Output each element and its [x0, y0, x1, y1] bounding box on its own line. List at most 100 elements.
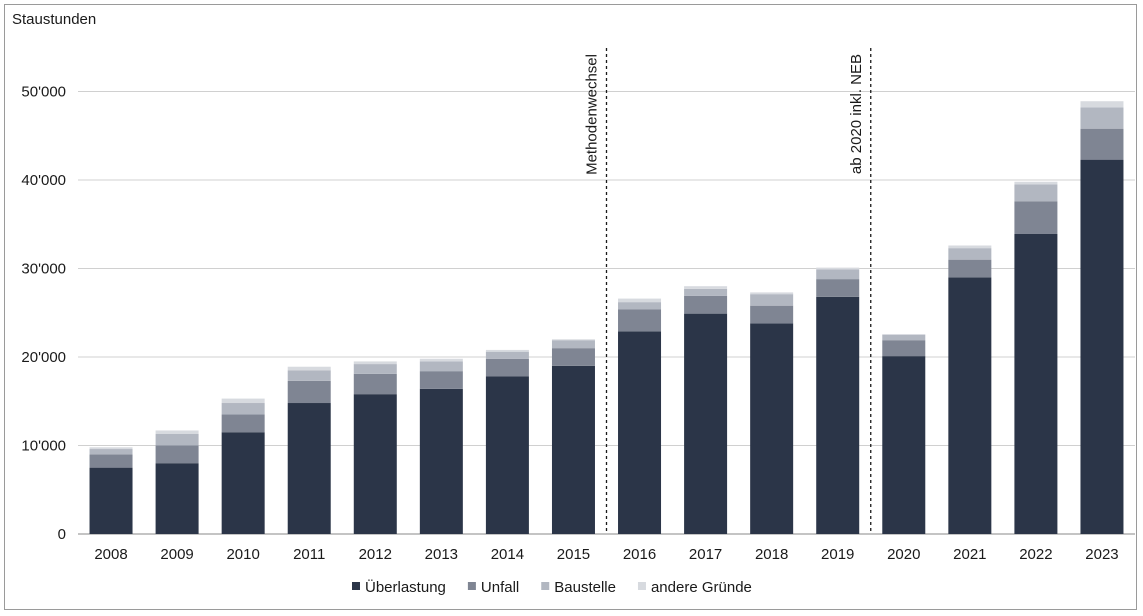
bar-segment [816, 267, 860, 270]
bar-segment [948, 248, 992, 260]
bar-segment [750, 294, 794, 306]
bar-segment [618, 309, 662, 332]
x-tick-label: 2009 [160, 546, 193, 563]
bar-segment [948, 245, 992, 249]
y-tick-label: 40'000 [21, 172, 66, 189]
bar-segment [485, 376, 529, 534]
bar-segment [419, 371, 463, 389]
x-tick-label: 2008 [94, 546, 127, 563]
bar-segment [1080, 107, 1124, 129]
bar-stack-2013 [419, 358, 463, 534]
legend-item: andere Gründe [637, 579, 752, 596]
legend-swatch [637, 582, 646, 590]
bar-segment [816, 279, 860, 297]
bar-segment [750, 323, 794, 534]
x-tick-label: 2016 [623, 546, 656, 563]
bar-segment [221, 414, 265, 433]
bar-segment [221, 432, 265, 534]
legend: Überlastung Unfall Baustelle andere Gründe [352, 578, 752, 596]
bar-segment [1080, 101, 1124, 108]
bar-segment [353, 394, 397, 534]
bar-stack-2015 [551, 339, 595, 534]
x-tick-label: 2021 [953, 546, 986, 563]
bar-stack-2014 [485, 349, 529, 534]
bars [89, 101, 1124, 535]
bar-stack-2017 [684, 286, 728, 534]
annotation-label: ab 2020 inkl. NEB [848, 54, 865, 174]
bar-segment [948, 259, 992, 278]
x-tick-label: 2013 [425, 546, 458, 563]
bar-segment [1014, 201, 1058, 234]
bar-segment [1014, 181, 1058, 185]
x-tick-label: 2022 [1019, 546, 1052, 563]
x-tick-label: 2012 [359, 546, 392, 563]
legend-swatch [467, 582, 476, 590]
x-tick-label: 2017 [689, 546, 722, 563]
x-tick-label: 2014 [491, 546, 524, 563]
x-tick-label: 2020 [887, 546, 920, 563]
y-tick-label: 30'000 [21, 261, 66, 278]
bar-segment [882, 356, 926, 534]
bar-segment [89, 467, 133, 534]
x-tick-labels: 2008 2009 2010 2011 2012 2013 2014 2015 2016 2017… [94, 546, 1118, 563]
bar-stack-2010 [221, 398, 265, 534]
bar-segment [287, 370, 331, 381]
x-tick-label: 2011 [293, 546, 325, 563]
bar-segment [618, 331, 662, 534]
bar-segment [353, 361, 397, 365]
bar-segment [221, 403, 265, 415]
x-tick-label: 2023 [1085, 546, 1118, 563]
bar-segment [948, 277, 992, 534]
bar-segment [1080, 159, 1124, 534]
bar-stack-2023 [1080, 101, 1124, 534]
legend-item: Überlastung [352, 578, 446, 596]
bar-segment [485, 349, 529, 352]
y-tick-label: 20'000 [21, 349, 66, 366]
bar-stack-2012 [353, 361, 397, 534]
bar-stack-2022 [1014, 181, 1058, 535]
bar-segment [89, 447, 133, 450]
bar-stack-2008 [89, 447, 133, 534]
y-axis-title: Staustunden [12, 11, 96, 28]
bar-segment [551, 365, 595, 534]
bar-segment [89, 454, 133, 468]
annotations: Methodenwechsel ab 2020 inkl. NEB [584, 48, 872, 534]
bar-segment [419, 388, 463, 534]
y-tick-label: 0 [58, 526, 66, 543]
bar-stack-2016 [618, 298, 662, 534]
x-tick-label: 2018 [755, 546, 788, 563]
annotation-label: Methodenwechsel [584, 54, 601, 175]
bar-segment [485, 351, 529, 359]
bar-segment [287, 380, 331, 404]
bar-segment [1014, 233, 1058, 535]
bar-segment [750, 292, 794, 295]
bar-segment [684, 313, 728, 534]
bar-segment [89, 449, 133, 455]
legend-swatch [541, 582, 550, 590]
bar-segment [551, 339, 595, 341]
bar-segment [353, 373, 397, 395]
bar-segment [353, 364, 397, 374]
bar-segment [155, 463, 199, 534]
bar-stack-2018 [750, 292, 794, 534]
bar-segment [882, 333, 926, 335]
x-tick-label: 2010 [226, 546, 259, 563]
legend-label: andere Gründe [651, 579, 752, 596]
bar-segment [485, 358, 529, 377]
bar-segment [419, 361, 463, 372]
bar-stack-2019 [816, 267, 860, 534]
bar-segment [618, 298, 662, 303]
bar-stack-2020 [882, 333, 926, 534]
bar-segment [287, 366, 331, 371]
bar-segment [816, 296, 860, 534]
bar-segment [750, 305, 794, 324]
x-tick-label: 2019 [821, 546, 854, 563]
bar-segment [155, 433, 199, 446]
y-tick-label: 10'000 [21, 438, 66, 455]
bar-segment [684, 288, 728, 296]
bar-segment [816, 269, 860, 280]
legend-label: Unfall [481, 579, 519, 596]
legend-item: Baustelle [541, 579, 616, 596]
bar-segment [684, 286, 728, 289]
